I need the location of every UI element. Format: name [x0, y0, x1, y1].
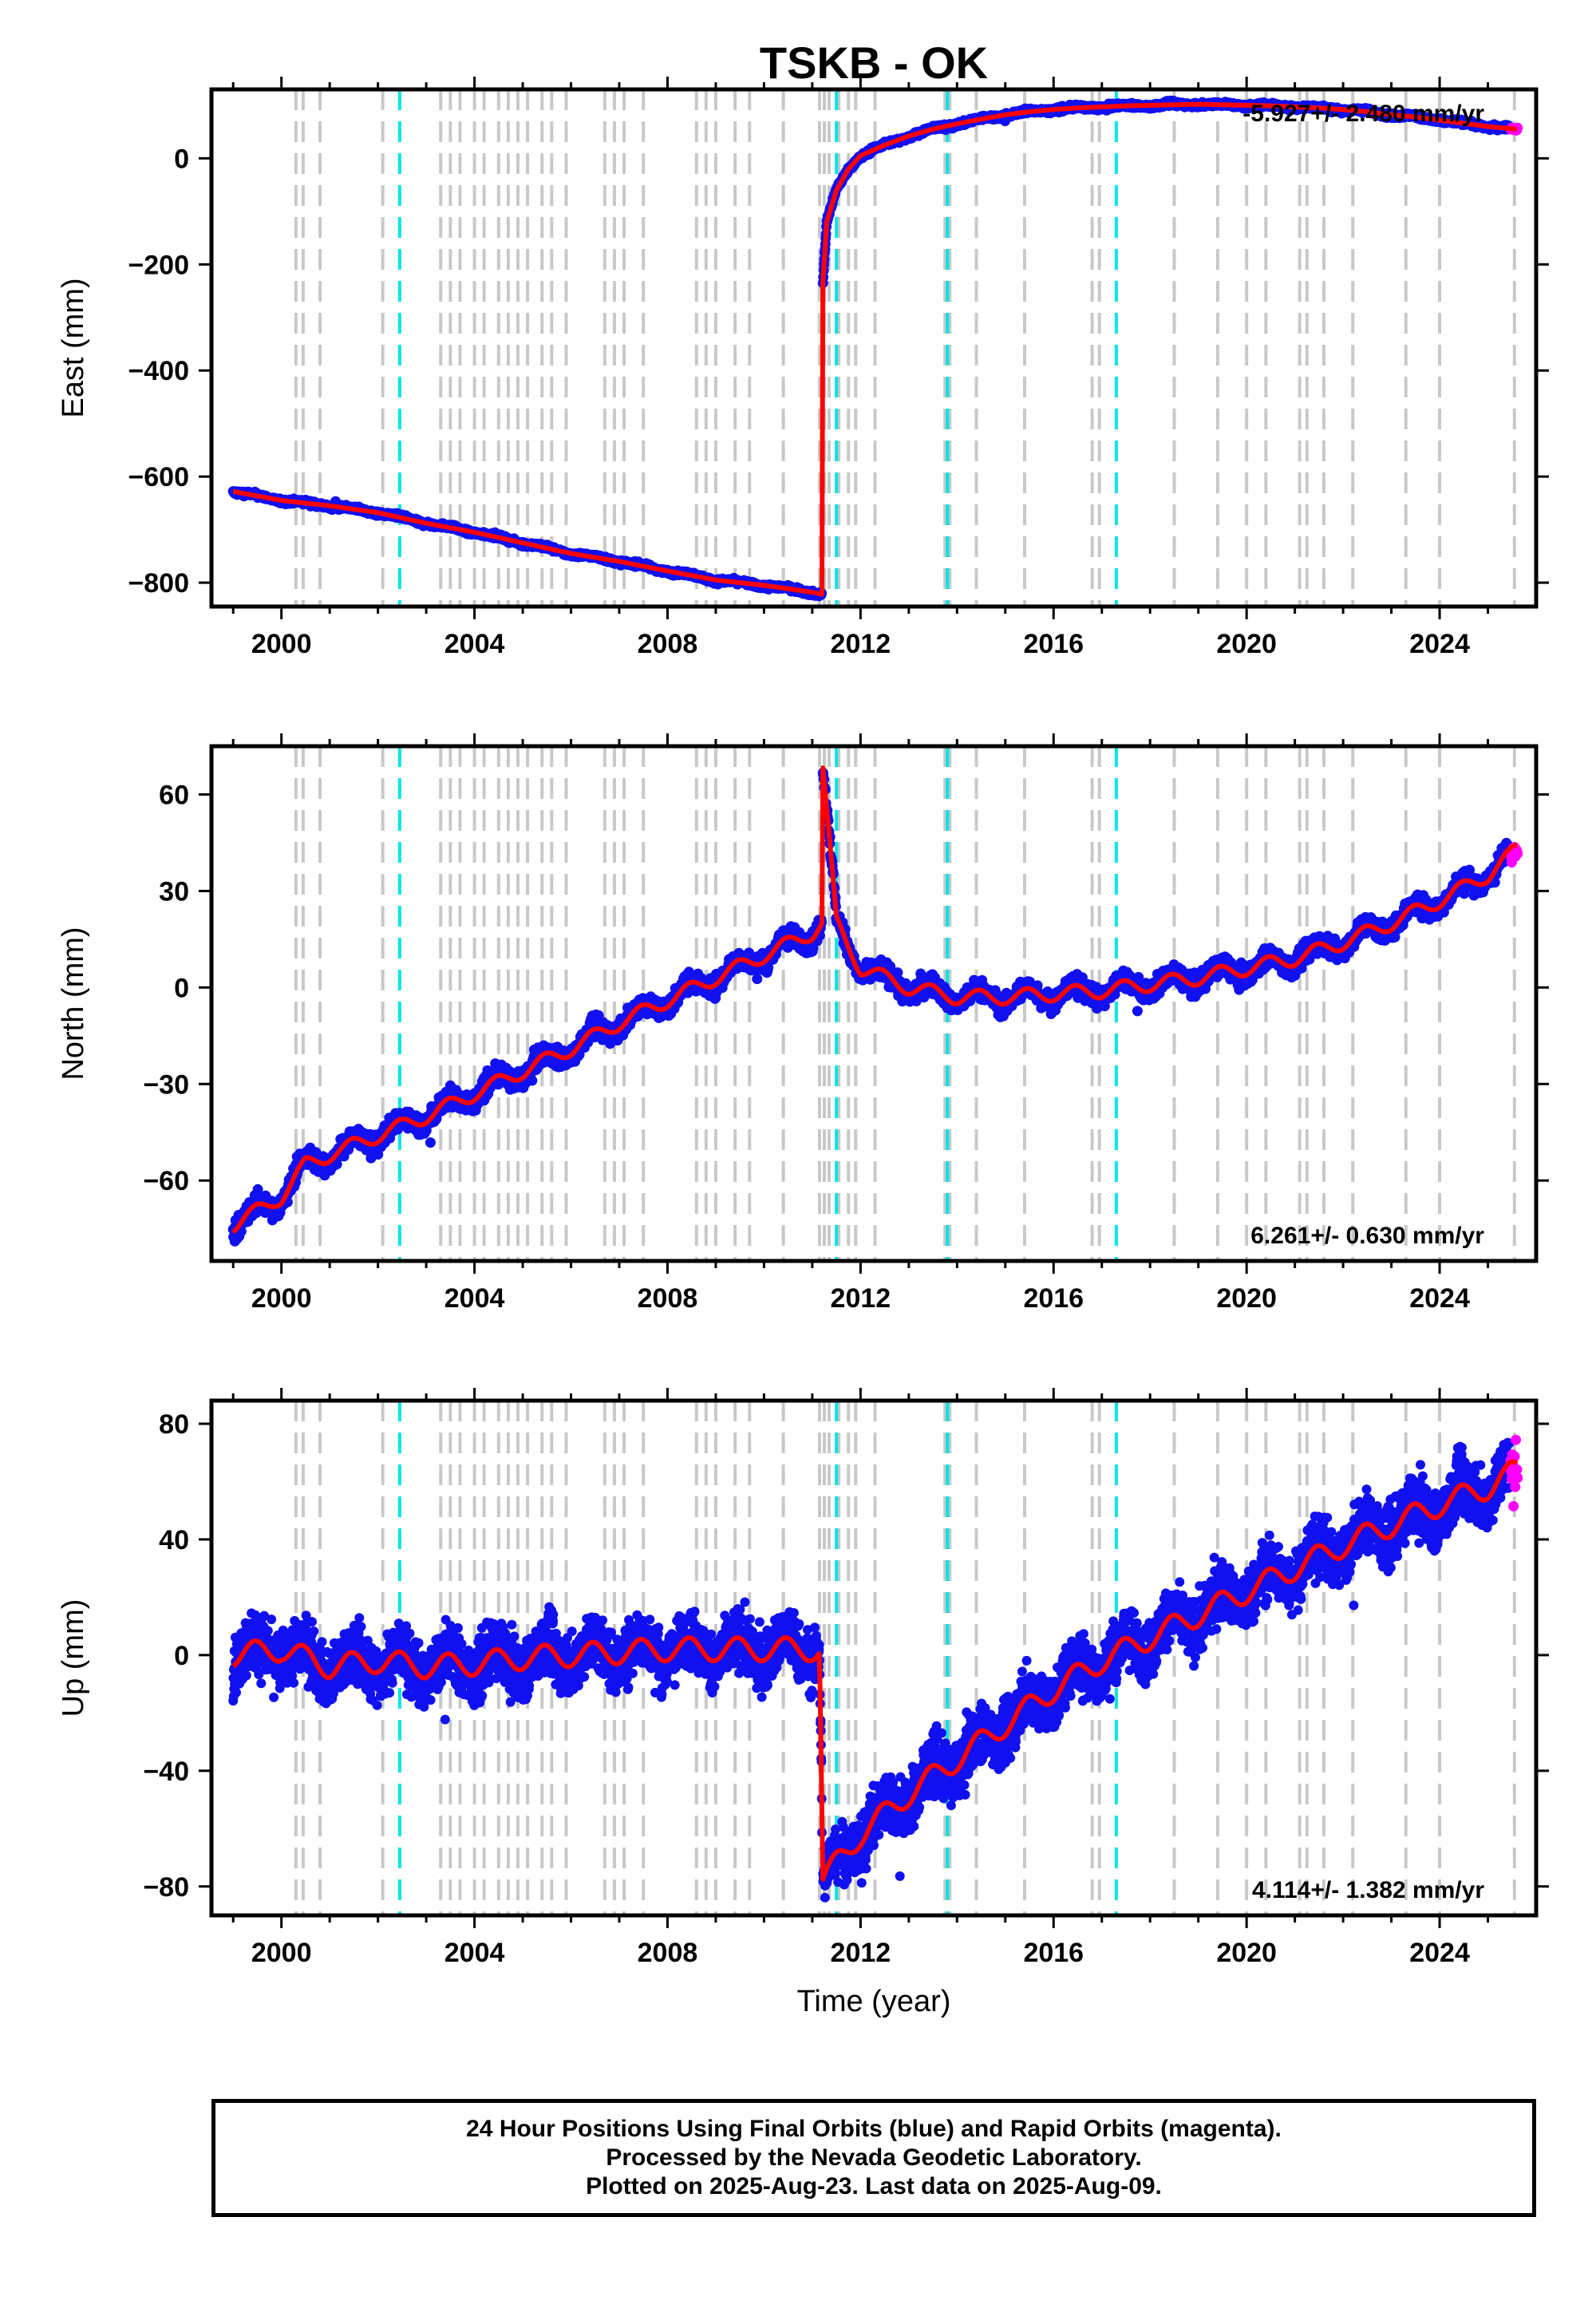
x-tick-label: 2008 — [638, 629, 698, 659]
panel-east: 2000 2004 2008 2012 2016 2020 2024 −800 −600 −400… — [57, 77, 1549, 659]
y-tick-label: 0 — [174, 144, 189, 174]
panel-east-plot-area — [227, 89, 1523, 607]
x-tick-label: 2012 — [831, 629, 891, 659]
panel-east-observations — [227, 95, 1515, 602]
x-tick-label: 2004 — [444, 629, 505, 659]
x-tick-label: 2016 — [1023, 629, 1084, 659]
chart-title: TSKB - OK — [760, 38, 988, 88]
panel-north-plot-area — [227, 746, 1523, 1261]
observation-point — [527, 1075, 538, 1086]
panel-north: 2000 2004 2008 2012 2016 2020 2024−60−3003060N… — [57, 733, 1549, 1314]
y-tick-label: −600 — [128, 462, 189, 492]
y-tick-label: −800 — [128, 568, 189, 599]
panel-east-rate-label: -5.927+/- 2.480 mm/yr — [1242, 101, 1484, 127]
observation-point — [425, 1137, 436, 1148]
x-tick-label: 2000 — [251, 629, 312, 659]
y-tick-label: −200 — [128, 250, 189, 280]
x-tick-label: 2024 — [1409, 629, 1470, 659]
y-tick-label: −400 — [128, 356, 189, 386]
x-tick-label: 2020 — [1216, 629, 1277, 659]
panel-north-observations — [227, 767, 1515, 1247]
panel-east-y-axis-label: East (mm) — [57, 278, 90, 417]
